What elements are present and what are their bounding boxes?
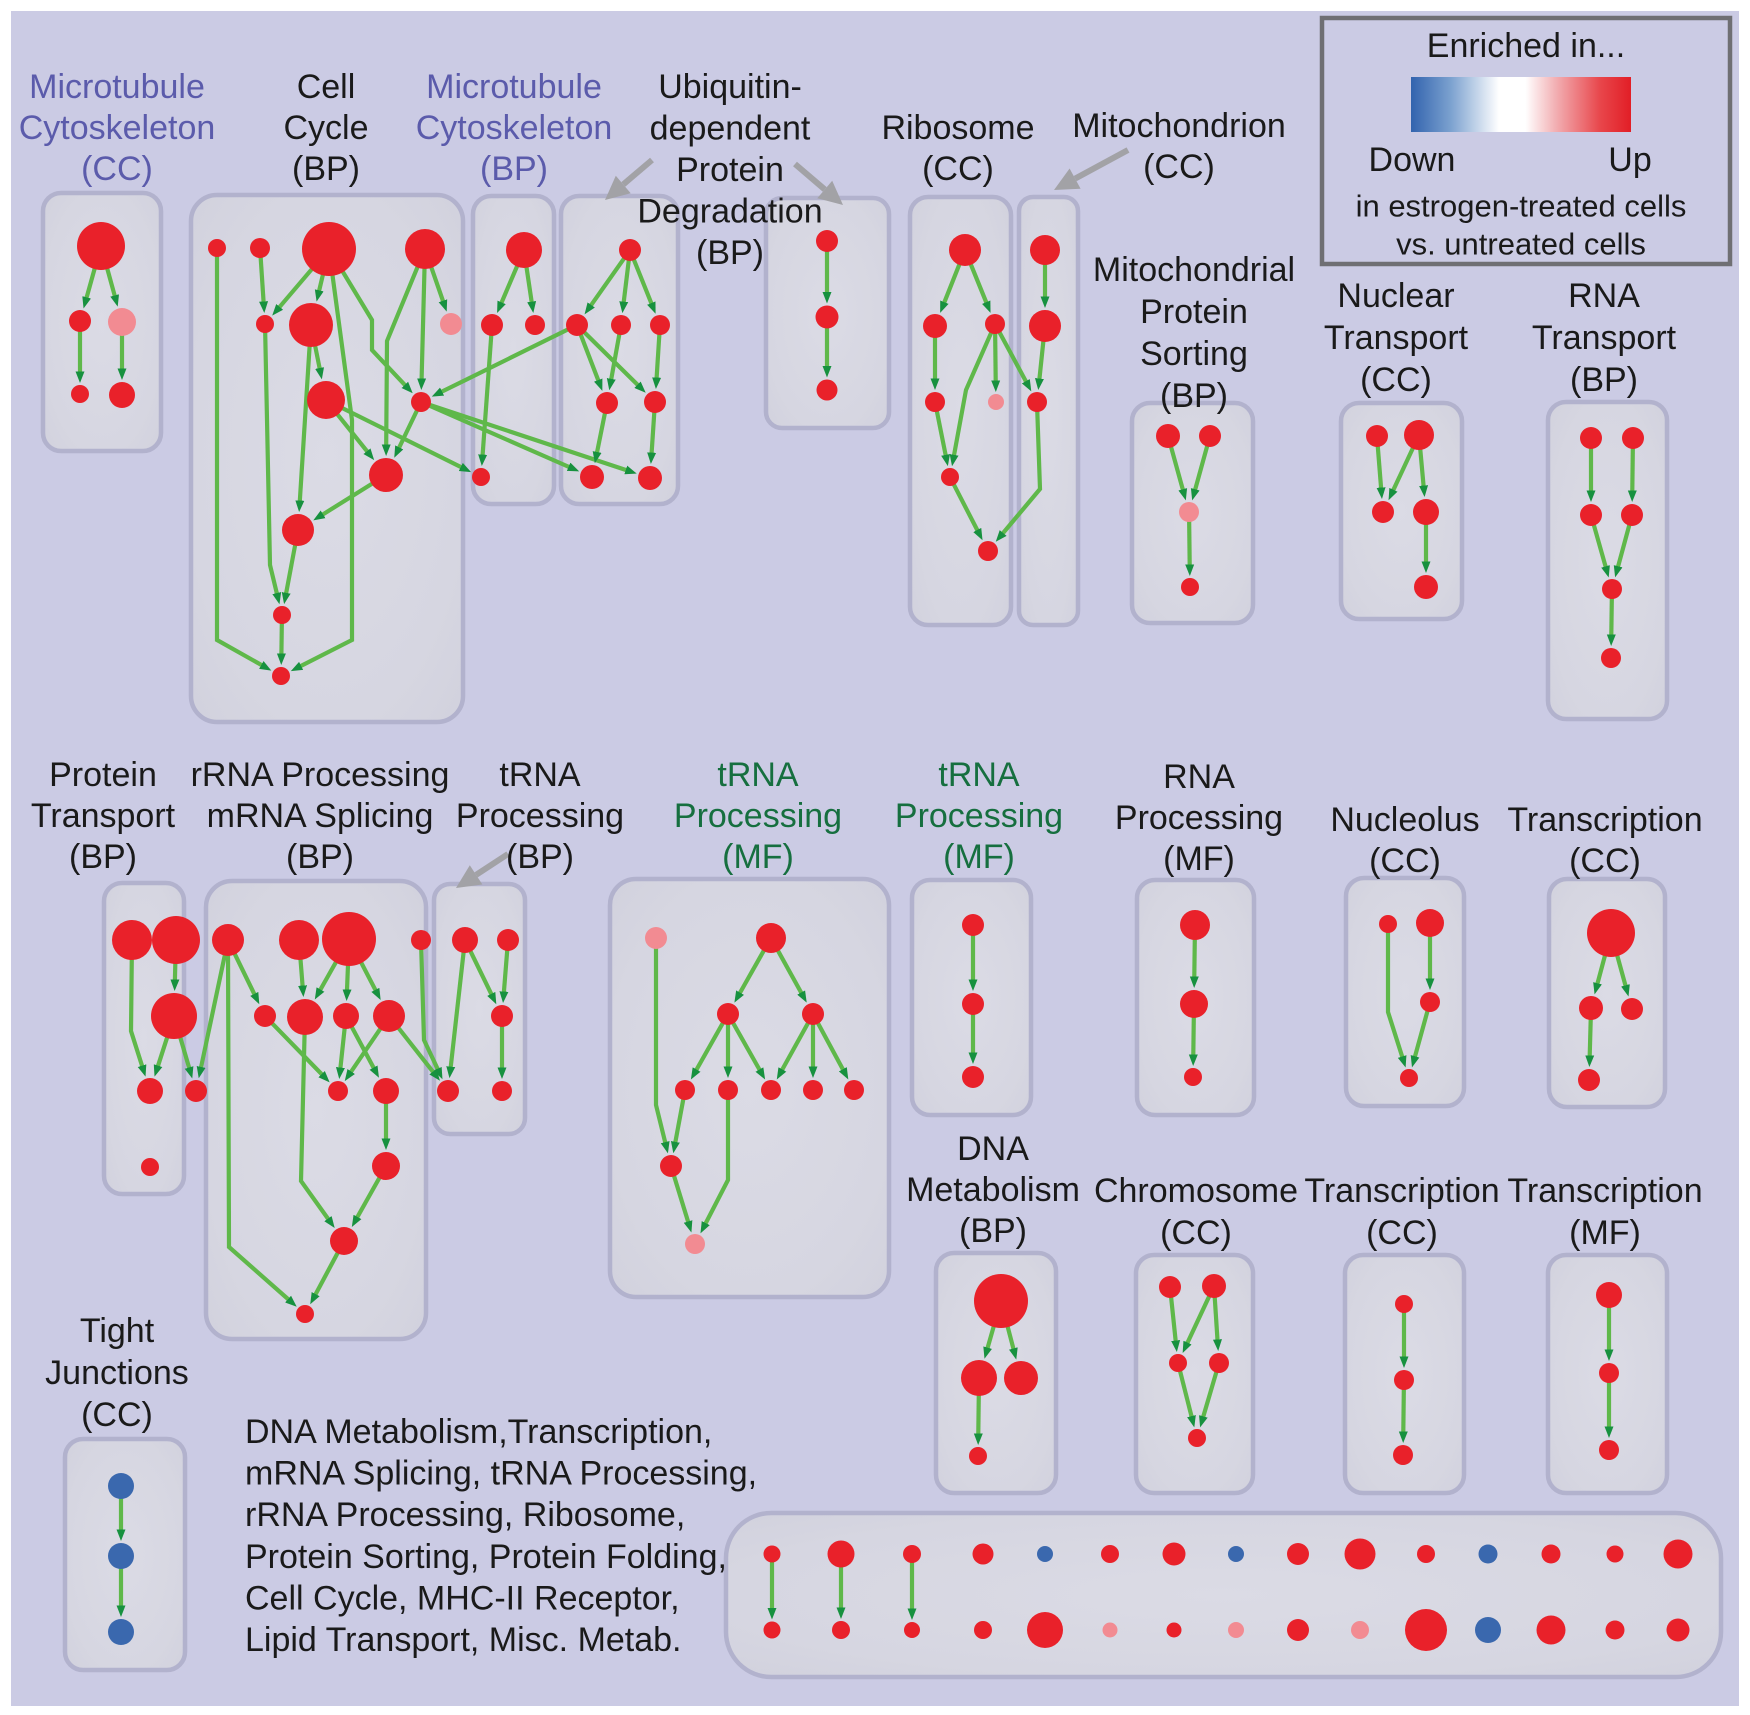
svg-text:Sorting: Sorting	[1140, 335, 1248, 373]
svg-text:tRNA: tRNA	[499, 756, 581, 794]
svg-text:Mitochondrial: Mitochondrial	[1093, 251, 1295, 289]
svg-text:(CC): (CC)	[1369, 842, 1441, 880]
svg-text:(BP): (BP)	[696, 234, 764, 272]
svg-text:Transcription: Transcription	[1507, 1172, 1702, 1210]
svg-text:Microtubule: Microtubule	[426, 68, 602, 106]
svg-text:Protein: Protein	[1140, 293, 1248, 331]
svg-text:mRNA Splicing, tRNA Processing: mRNA Splicing, tRNA Processing,	[245, 1455, 757, 1493]
svg-text:DNA: DNA	[957, 1130, 1029, 1168]
svg-text:(BP): (BP)	[292, 150, 360, 188]
svg-text:Nuclear: Nuclear	[1337, 277, 1454, 315]
svg-text:Lipid Transport, Misc. Metab.: Lipid Transport, Misc. Metab.	[245, 1621, 682, 1659]
svg-text:Protein: Protein	[676, 151, 784, 189]
svg-text:(BP): (BP)	[1570, 361, 1638, 399]
svg-text:(BP): (BP)	[959, 1212, 1027, 1250]
svg-text:(MF): (MF)	[1163, 840, 1235, 878]
svg-text:Enriched in...: Enriched in...	[1427, 27, 1625, 65]
svg-text:Protein: Protein	[49, 756, 157, 794]
svg-text:Processing: Processing	[895, 797, 1063, 835]
svg-text:Protein Sorting, Protein Foldi: Protein Sorting, Protein Folding,	[245, 1538, 727, 1576]
svg-text:(MF): (MF)	[943, 838, 1015, 876]
svg-text:Metabolism: Metabolism	[906, 1171, 1080, 1209]
svg-text:Cell: Cell	[297, 68, 356, 106]
svg-text:Junctions: Junctions	[45, 1354, 189, 1392]
svg-text:Degradation: Degradation	[637, 193, 822, 231]
svg-text:vs. untreated cells: vs. untreated cells	[1396, 227, 1646, 262]
svg-text:Processing: Processing	[456, 797, 624, 835]
svg-text:(CC): (CC)	[1160, 1214, 1232, 1252]
svg-text:Ubiquitin-: Ubiquitin-	[658, 68, 802, 106]
svg-text:(MF): (MF)	[1569, 1214, 1641, 1252]
svg-text:Transcription: Transcription	[1304, 1172, 1499, 1210]
svg-text:Cycle: Cycle	[283, 109, 368, 147]
svg-text:Mitochondrion: Mitochondrion	[1072, 107, 1286, 145]
svg-text:Transport: Transport	[1532, 319, 1677, 357]
svg-text:(BP): (BP)	[506, 838, 574, 876]
svg-text:(CC): (CC)	[81, 150, 153, 188]
svg-text:Processing: Processing	[674, 797, 842, 835]
svg-text:Chromosome: Chromosome	[1094, 1172, 1298, 1210]
svg-text:(CC): (CC)	[1366, 1214, 1438, 1252]
svg-text:RNA: RNA	[1568, 277, 1640, 315]
svg-text:Nucleolus: Nucleolus	[1330, 801, 1479, 839]
svg-text:Transport: Transport	[31, 797, 176, 835]
svg-text:dependent: dependent	[650, 110, 811, 148]
svg-text:(BP): (BP)	[480, 150, 548, 188]
svg-text:Cytoskeleton: Cytoskeleton	[416, 109, 613, 147]
svg-text:Down: Down	[1369, 141, 1456, 179]
svg-text:tRNA: tRNA	[938, 756, 1020, 794]
svg-text:(BP): (BP)	[69, 838, 137, 876]
svg-text:Cytoskeleton: Cytoskeleton	[19, 109, 216, 147]
svg-text:Processing: Processing	[1115, 799, 1283, 837]
svg-text:(CC): (CC)	[81, 1396, 153, 1434]
svg-text:(CC): (CC)	[922, 150, 994, 188]
svg-text:RNA: RNA	[1163, 758, 1235, 796]
svg-text:Ribosome: Ribosome	[881, 109, 1034, 147]
svg-text:Transport: Transport	[1324, 319, 1469, 357]
svg-text:rRNA Processing: rRNA Processing	[191, 756, 450, 794]
svg-text:Transcription: Transcription	[1507, 801, 1702, 839]
svg-text:(MF): (MF)	[722, 838, 794, 876]
svg-text:(BP): (BP)	[286, 838, 354, 876]
svg-text:mRNA Splicing: mRNA Splicing	[207, 797, 434, 835]
svg-text:(CC): (CC)	[1143, 148, 1215, 186]
svg-text:(CC): (CC)	[1360, 361, 1432, 399]
svg-text:Microtubule: Microtubule	[29, 68, 205, 106]
svg-text:in estrogen-treated cells: in estrogen-treated cells	[1356, 189, 1687, 224]
svg-text:(BP): (BP)	[1160, 377, 1228, 415]
svg-text:DNA Metabolism,Transcription,: DNA Metabolism,Transcription,	[245, 1413, 712, 1451]
svg-text:rRNA Processing, Ribosome,: rRNA Processing, Ribosome,	[245, 1496, 685, 1534]
svg-text:(CC): (CC)	[1569, 842, 1641, 880]
svg-text:tRNA: tRNA	[717, 756, 799, 794]
svg-text:Cell Cycle, MHC-II Receptor,: Cell Cycle, MHC-II Receptor,	[245, 1579, 680, 1617]
svg-text:Tight: Tight	[80, 1312, 155, 1350]
svg-text:Up: Up	[1608, 141, 1651, 179]
